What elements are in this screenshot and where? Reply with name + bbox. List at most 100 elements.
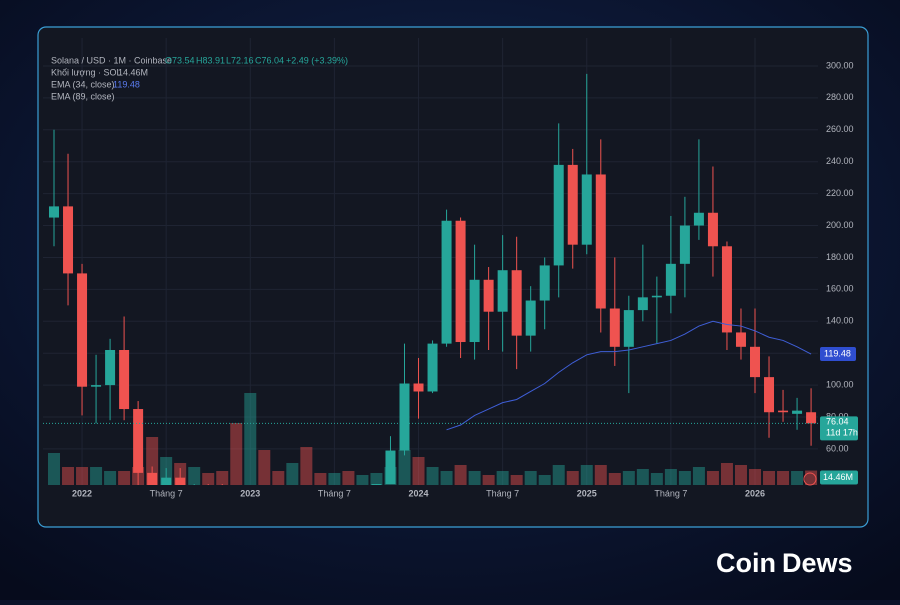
x-tick-label: 2024: [409, 488, 429, 498]
volume-bar: [622, 471, 635, 485]
close-tag: [820, 416, 858, 441]
ema89-legend: EMA (89, close): [51, 91, 115, 101]
volume-bar: [440, 471, 453, 485]
chart-panel: [37, 26, 869, 528]
x-tick-label: 2022: [72, 488, 92, 498]
ohlc-change: +2.49 (+3.39%): [286, 55, 348, 65]
volume-bar: [76, 467, 89, 485]
volume-bar: [314, 473, 327, 485]
volume-legend: Khối lượng · SOL: [51, 67, 121, 77]
candle-body: [469, 279, 480, 343]
volume-bar: [692, 467, 705, 485]
x-tick-label: 2026: [745, 488, 765, 498]
volume-bar: [118, 471, 131, 485]
volume-bar: [566, 471, 579, 485]
candle-body: [581, 174, 592, 245]
volume-bar: [230, 423, 243, 485]
volume-bar: [48, 453, 60, 485]
volume-bar: [664, 469, 677, 485]
ohlc-close: C76.04: [255, 55, 284, 65]
volume-bar: [580, 465, 593, 485]
candle-body: [778, 410, 789, 413]
x-tick-label: Tháng 7: [654, 488, 687, 498]
volume-bar: [286, 463, 299, 485]
brand-left: Coin: [716, 548, 776, 578]
y-tick-label: 200.00: [826, 220, 854, 230]
volume-bar: [258, 450, 271, 485]
y-tick-label: 280.00: [826, 92, 854, 102]
ohlc-high: H83.91: [196, 55, 225, 65]
candle-body: [497, 270, 508, 312]
candle-body: [623, 310, 634, 347]
candle-body: [567, 164, 578, 245]
volume-bar: [90, 467, 103, 485]
volume-bar: [482, 475, 495, 485]
candle-body: [483, 279, 494, 312]
candle-body: [637, 297, 648, 311]
ohlc-low: L72.16: [226, 55, 254, 65]
volume-bar: [202, 473, 215, 485]
y-tick-label: 240.00: [826, 156, 854, 166]
candle-body: [133, 409, 144, 473]
y-tick-label: 140.00: [826, 316, 854, 326]
volume-bar: [650, 473, 663, 485]
brand-right: Dews: [782, 548, 853, 578]
volume-bar: [328, 473, 341, 485]
volume-bar: [104, 471, 117, 485]
candle-body: [77, 273, 88, 387]
volume-bar: [272, 471, 285, 485]
candle-body: [511, 270, 522, 336]
candle-body: [161, 477, 172, 485]
volume-bar: [720, 463, 733, 485]
volume-bar: [763, 471, 776, 485]
alert-icon[interactable]: [803, 472, 817, 486]
y-tick-label: 180.00: [826, 252, 854, 262]
candle-body: [525, 300, 536, 336]
x-tick-label: Tháng 7: [150, 488, 183, 498]
close-tag-label: 76.04: [826, 417, 849, 427]
volume-bar: [370, 473, 383, 485]
x-tick-label: 2023: [240, 488, 260, 498]
volume-bar: [734, 465, 747, 485]
ema34-value: 119.48: [113, 79, 140, 89]
x-tick-label: Tháng 7: [318, 488, 351, 498]
volume-bar: [426, 467, 439, 485]
ema-tag: [820, 347, 856, 362]
candle-body: [371, 484, 382, 485]
volume-bar: [749, 469, 761, 485]
candle-body: [806, 412, 817, 424]
volume-bar: [244, 393, 257, 485]
candle-body: [693, 212, 704, 226]
volume-value: 14.46M: [118, 67, 148, 77]
volume-bar: [510, 475, 523, 485]
candle-body: [399, 383, 410, 451]
candle-body: [665, 263, 676, 296]
candle-body: [595, 174, 606, 309]
candle-body: [735, 332, 746, 347]
volume-bar: [791, 471, 804, 485]
y-tick-label: 300.00: [826, 60, 854, 70]
y-tick-label: 160.00: [826, 284, 854, 294]
candle-body: [792, 410, 803, 414]
candle-body: [91, 385, 102, 387]
volume-bar: [398, 450, 411, 485]
candle-body: [63, 206, 74, 274]
volume-bar: [468, 471, 481, 485]
volume-tag-label: 14.46M: [823, 472, 853, 482]
volume-bar: [706, 471, 719, 485]
candle-body: [707, 212, 718, 247]
volume-bar: [216, 471, 229, 485]
volume-bar: [496, 471, 509, 485]
ohlc-open: O73.54: [165, 55, 195, 65]
volume-bar: [342, 471, 355, 485]
candle-body: [764, 377, 775, 413]
candle-body: [105, 350, 116, 386]
x-tick-label: 2025: [577, 488, 597, 498]
volume-bar: [636, 469, 649, 485]
candle-body: [721, 246, 732, 333]
volume-bar: [454, 465, 467, 485]
candle-body: [553, 164, 564, 266]
volume-bar: [678, 471, 691, 485]
volume-bar: [412, 457, 425, 485]
